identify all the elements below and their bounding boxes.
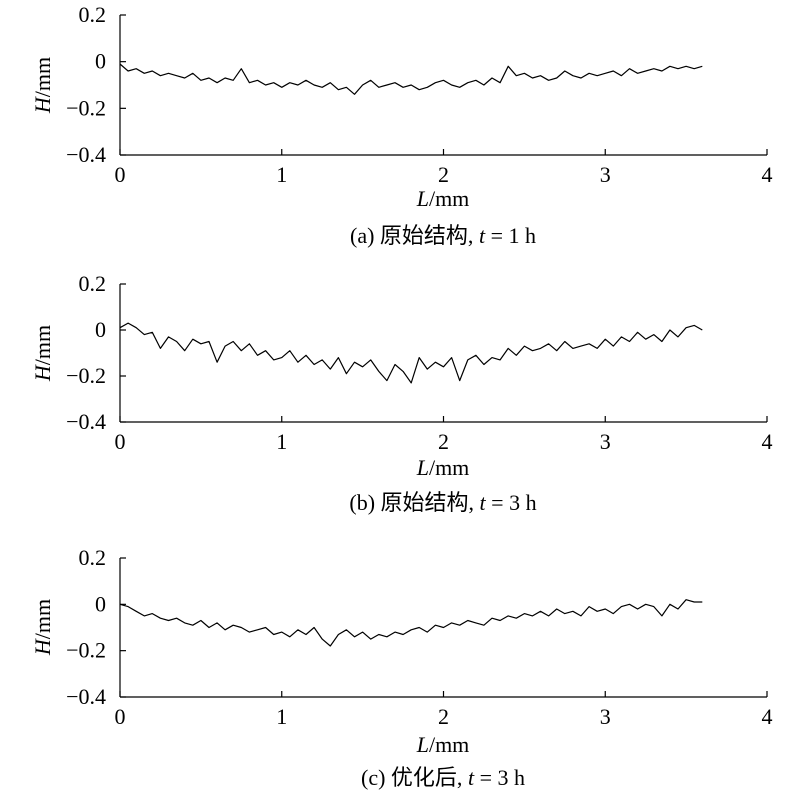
x-tick-label: 2 bbox=[438, 704, 449, 729]
y-tick-label: −0.4 bbox=[66, 142, 106, 167]
y-axis-label: H/mm bbox=[30, 599, 55, 656]
x-tick-label: 4 bbox=[762, 429, 773, 454]
y-tick-label: 0 bbox=[95, 49, 106, 74]
x-tick-label: 0 bbox=[115, 704, 126, 729]
y-tick-label: −0.2 bbox=[66, 363, 106, 388]
x-tick-label: 0 bbox=[115, 429, 126, 454]
y-tick-label: −0.4 bbox=[66, 684, 106, 709]
x-tick-label: 4 bbox=[762, 704, 773, 729]
profile-line bbox=[119, 322, 703, 384]
panel-caption: (c) 优化后, t = 3 h bbox=[361, 765, 525, 790]
x-tick-label: 3 bbox=[600, 704, 611, 729]
panel-caption: (a) 原始结构, t = 1 h bbox=[350, 223, 536, 248]
y-tick-label: −0.2 bbox=[66, 638, 106, 663]
y-tick-label: 0 bbox=[95, 317, 106, 342]
x-tick-label: 2 bbox=[438, 429, 449, 454]
panel-b: 0 1 2 3 4 −0.4 −0.2 0 0.2 H/mm L/mm (b) 原始结构, t … bbox=[30, 271, 773, 515]
x-tick-label: 2 bbox=[438, 162, 449, 187]
y-tick-label: 0.2 bbox=[79, 271, 107, 296]
profile-line bbox=[119, 63, 703, 95]
panel-c: 0 1 2 3 4 −0.4 −0.2 0 0.2 H/mm L/mm (c) 优化后, t =… bbox=[30, 545, 773, 790]
x-tick-label: 3 bbox=[600, 162, 611, 187]
y-tick-label: 0.2 bbox=[79, 545, 107, 570]
y-tick-label: −0.4 bbox=[66, 409, 106, 434]
x-tick-label: 1 bbox=[276, 429, 287, 454]
ticks bbox=[119, 557, 768, 698]
tick-labels: 0 1 2 3 4 −0.4 −0.2 0 0.2 bbox=[66, 2, 772, 187]
y-axis-label: H/mm bbox=[30, 57, 55, 114]
x-tick-label: 0 bbox=[115, 162, 126, 187]
x-tick-label: 1 bbox=[276, 162, 287, 187]
y-tick-label: 0.2 bbox=[79, 2, 107, 27]
panel-a: 0 1 2 3 4 −0.4 −0.2 0 0.2 H/mm L/mm (a) 原始结构, t … bbox=[30, 2, 773, 248]
panel-caption: (b) 原始结构, t = 3 h bbox=[349, 490, 536, 515]
x-tick-label: 1 bbox=[276, 704, 287, 729]
profile-line bbox=[119, 599, 703, 647]
x-tick-label: 4 bbox=[762, 162, 773, 187]
tick-labels: 0 1 2 3 4 −0.4 −0.2 0 0.2 bbox=[66, 271, 772, 454]
x-axis-label: L/mm bbox=[416, 732, 470, 757]
ticks bbox=[119, 283, 768, 423]
x-axis-label: L/mm bbox=[416, 186, 470, 211]
y-tick-label: −0.2 bbox=[66, 95, 106, 120]
tick-labels: 0 1 2 3 4 −0.4 −0.2 0 0.2 bbox=[66, 545, 772, 729]
ticks bbox=[119, 14, 768, 156]
y-axis-label: H/mm bbox=[30, 325, 55, 382]
y-tick-label: 0 bbox=[95, 591, 106, 616]
x-axis-label: L/mm bbox=[416, 455, 470, 480]
x-tick-label: 3 bbox=[600, 429, 611, 454]
